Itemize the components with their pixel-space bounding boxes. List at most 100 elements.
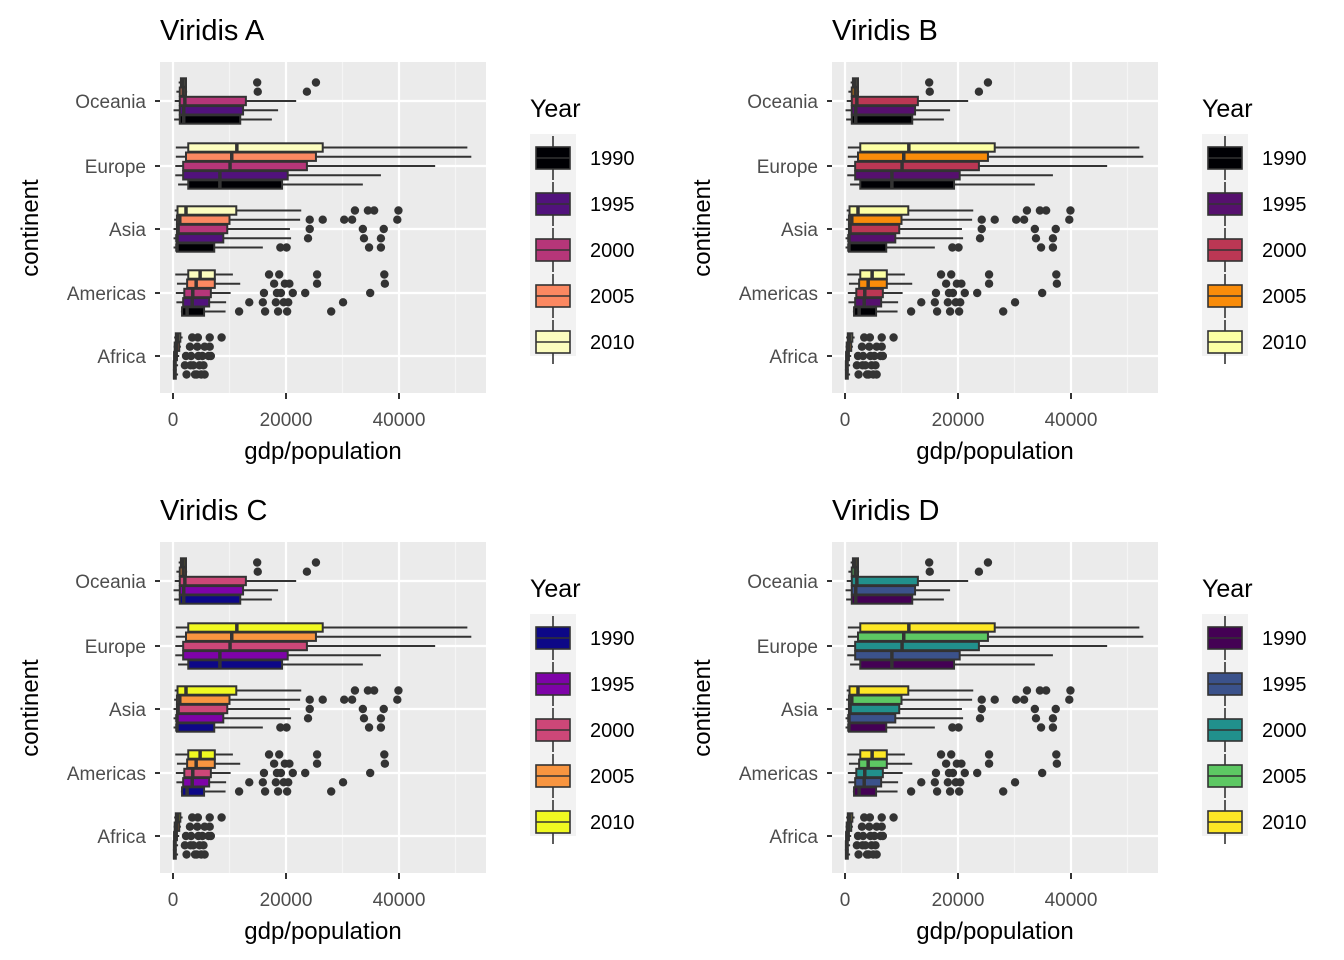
outlier-point bbox=[857, 822, 867, 831]
legend-label: 1990 bbox=[590, 148, 635, 170]
box-americas-2010 bbox=[847, 269, 1061, 280]
box bbox=[176, 205, 238, 216]
box-europe-2010 bbox=[175, 622, 468, 633]
outlier-point bbox=[269, 759, 279, 768]
legend-label: 2010 bbox=[590, 332, 635, 354]
box-oceania-2000 bbox=[846, 575, 969, 587]
outlier-point bbox=[877, 822, 886, 831]
outlier-point bbox=[1052, 759, 1062, 768]
box-americas-2005 bbox=[176, 278, 390, 289]
box bbox=[175, 214, 231, 225]
outlier-point bbox=[282, 243, 291, 252]
box bbox=[859, 142, 996, 153]
outlier-point bbox=[253, 567, 262, 576]
legend-title: Year bbox=[530, 575, 581, 603]
box-africa-2005 bbox=[173, 821, 214, 832]
legend-item-2005: 2005 bbox=[535, 754, 635, 798]
outlier-point bbox=[199, 361, 208, 370]
legend-label: 2005 bbox=[1262, 766, 1307, 788]
y-tick-label: Asia bbox=[109, 700, 146, 721]
y-tick-label: Europe bbox=[85, 157, 146, 178]
box-africa-2005 bbox=[845, 821, 886, 832]
outlier-point bbox=[1051, 224, 1060, 234]
y-tick-label: Europe bbox=[757, 157, 818, 178]
box-africa-1995 bbox=[844, 840, 880, 851]
outlier-point bbox=[877, 813, 886, 822]
outlier-point bbox=[1037, 288, 1047, 298]
outlier-point bbox=[906, 307, 916, 316]
box bbox=[187, 659, 284, 670]
box bbox=[175, 242, 216, 253]
box-africa-2000 bbox=[845, 830, 888, 842]
outlier-point bbox=[954, 723, 963, 732]
box-africa-2000 bbox=[173, 350, 216, 362]
outlier-point bbox=[1052, 750, 1061, 759]
outlier-point bbox=[877, 333, 886, 342]
outlier-point bbox=[878, 831, 888, 841]
outlier-point bbox=[983, 78, 993, 87]
outlier-point bbox=[276, 723, 285, 732]
outlier-point bbox=[186, 831, 196, 841]
box bbox=[858, 278, 888, 289]
outlier-point bbox=[189, 361, 198, 370]
outlier-point bbox=[288, 288, 297, 298]
box-americas-1995 bbox=[176, 777, 348, 788]
box-africa-2005 bbox=[173, 341, 214, 352]
outlier-point bbox=[260, 787, 270, 796]
outlier-point bbox=[1041, 206, 1051, 215]
outlier-point bbox=[182, 850, 191, 859]
outlier-point bbox=[318, 695, 327, 704]
outlier-point bbox=[956, 298, 965, 307]
outlier-point bbox=[930, 298, 940, 307]
outlier-point bbox=[189, 841, 198, 850]
outlier-point bbox=[186, 351, 196, 361]
outlier-point bbox=[376, 714, 386, 723]
box bbox=[847, 242, 888, 253]
outlier-point bbox=[199, 841, 208, 850]
outlier-point bbox=[948, 288, 958, 298]
box bbox=[183, 287, 212, 299]
outlier-point bbox=[394, 686, 403, 695]
box bbox=[176, 685, 238, 696]
outlier-point bbox=[369, 686, 379, 695]
x-tick-label: 0 bbox=[168, 410, 179, 431]
outlier-point bbox=[205, 333, 214, 342]
box-oceania-2000 bbox=[174, 575, 297, 587]
outlier-point bbox=[205, 342, 214, 351]
outlier-point bbox=[380, 270, 389, 279]
box bbox=[859, 622, 996, 633]
panel-viridis-a: Viridis A Africa Americas Asia Europe Oceania… bbox=[17, 15, 635, 465]
outlier-point bbox=[947, 750, 956, 759]
outlier-point bbox=[869, 850, 878, 859]
legend: Year 1990 1995 2000 2005 2010 bbox=[530, 575, 635, 844]
box bbox=[854, 650, 961, 661]
x-tick-label: 0 bbox=[840, 410, 851, 431]
x-tick-label: 20000 bbox=[260, 890, 313, 911]
outlier-point bbox=[1035, 686, 1045, 695]
legend-title: Year bbox=[1202, 575, 1253, 603]
box bbox=[850, 105, 917, 116]
outlier-point bbox=[269, 279, 279, 288]
outlier-point bbox=[1041, 686, 1051, 695]
legend-item-1995: 1995 bbox=[1207, 182, 1307, 226]
legend-label: 1990 bbox=[590, 628, 635, 650]
outlier-point bbox=[960, 288, 969, 298]
box-oceania-2000 bbox=[174, 95, 297, 107]
outlier-point bbox=[984, 750, 994, 759]
box bbox=[850, 95, 919, 107]
box bbox=[847, 233, 897, 244]
outlier-point bbox=[288, 768, 297, 778]
outlier-point bbox=[318, 215, 327, 224]
box bbox=[847, 722, 888, 733]
box bbox=[187, 622, 324, 633]
outlier-point bbox=[954, 307, 964, 316]
outlier-point bbox=[1052, 279, 1062, 288]
y-tick-label: Americas bbox=[739, 284, 818, 305]
outlier-point bbox=[947, 270, 956, 279]
box bbox=[854, 170, 961, 181]
outlier-point bbox=[193, 333, 203, 342]
legend-label: 2000 bbox=[590, 720, 635, 742]
outlier-point bbox=[1052, 270, 1061, 279]
outlier-point bbox=[1010, 778, 1020, 787]
legend: Year 1990 1995 2000 2005 2010 bbox=[1202, 575, 1307, 844]
